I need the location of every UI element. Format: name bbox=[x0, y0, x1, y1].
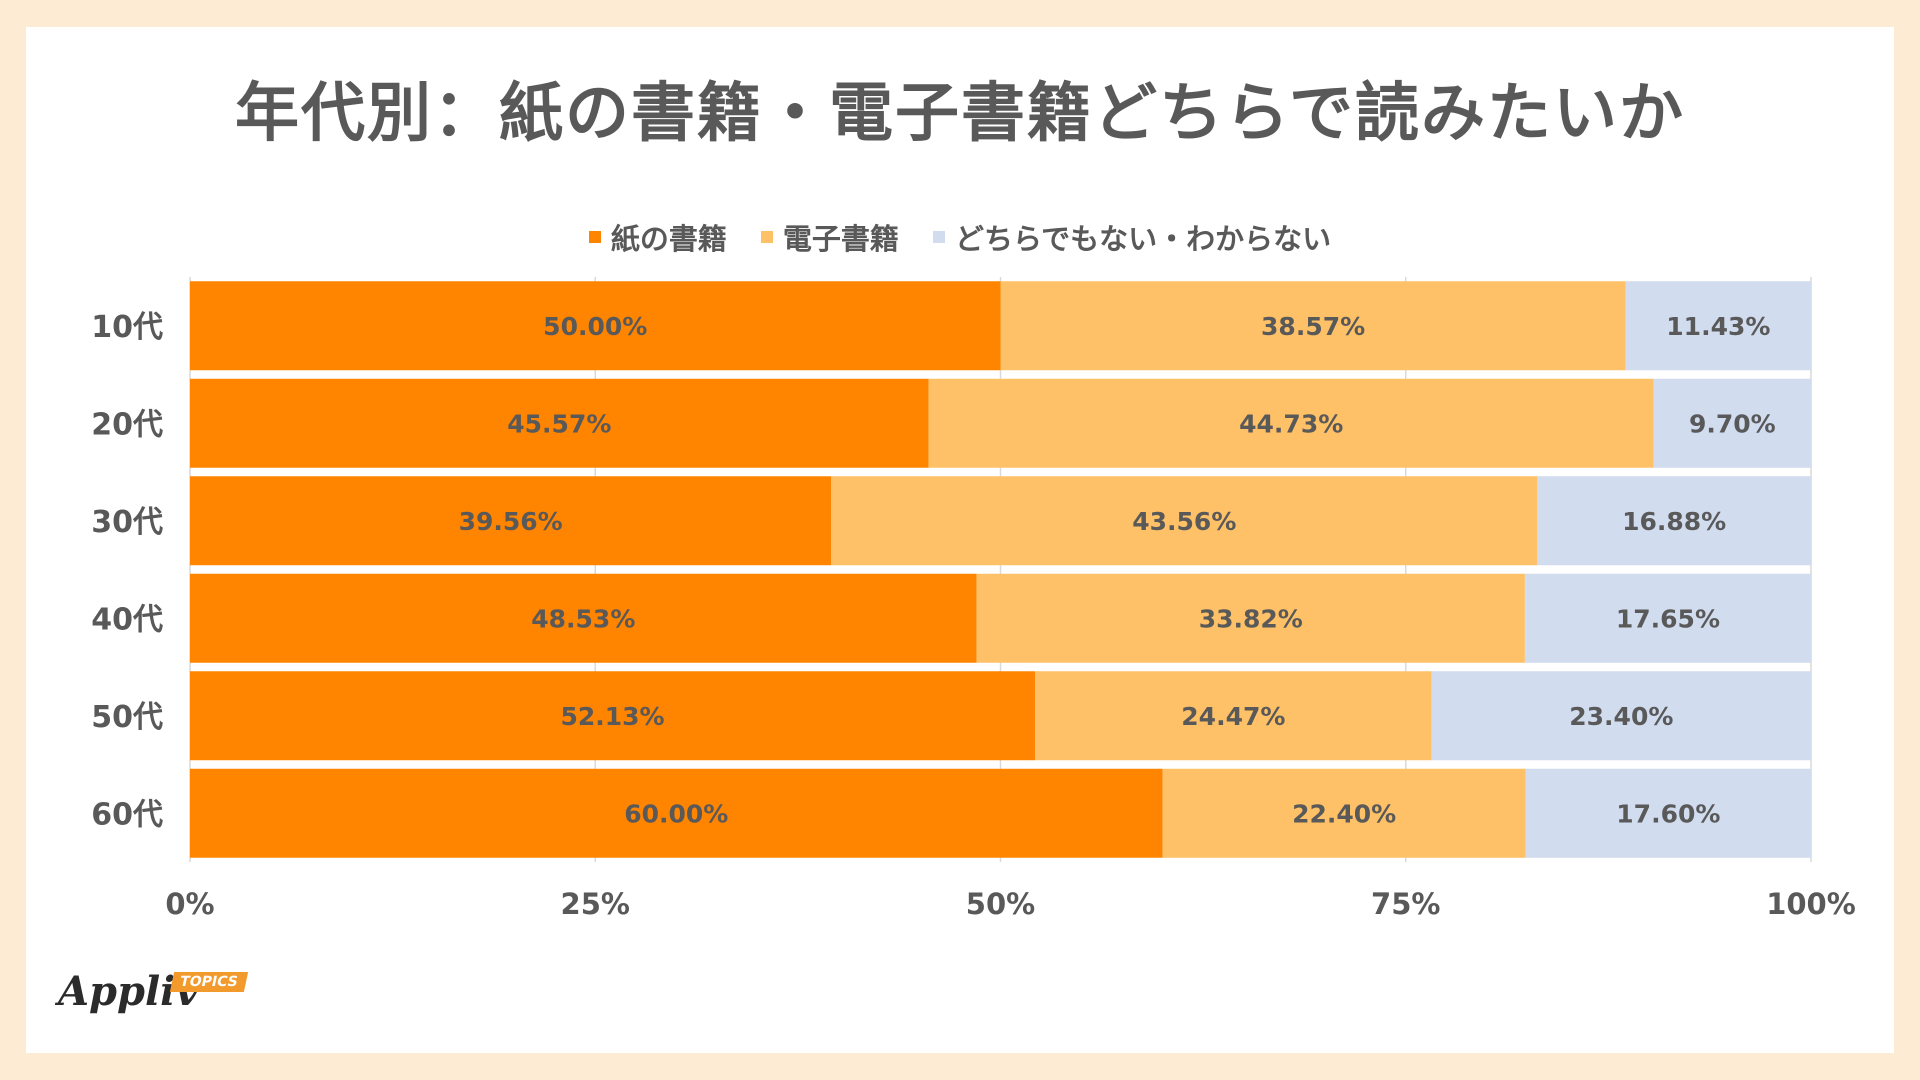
data-label-40代-series-1: 33.82% bbox=[1199, 604, 1303, 633]
data-label-50代-series-1: 24.47% bbox=[1181, 702, 1285, 731]
bar-10代-series-1 bbox=[1000, 281, 1626, 371]
legend-swatch-paper bbox=[588, 231, 601, 243]
chart-title: 年代別：紙の書籍・電子書籍どちらで読みたいか bbox=[234, 77, 1686, 151]
bar-10代-series-0 bbox=[190, 281, 1001, 371]
data-label-40代-series-0: 48.53% bbox=[531, 604, 635, 633]
category-label-3: 40代 bbox=[91, 602, 163, 637]
category-label-2: 30代 bbox=[91, 505, 163, 540]
legend: 紙の書籍 電子書籍 どちらでもない・わからない bbox=[0, 216, 1920, 258]
bar-30代-series-2 bbox=[1537, 476, 1811, 566]
legend-item-paper: 紙の書籍 bbox=[588, 216, 727, 258]
category-label-5: 60代 bbox=[91, 797, 163, 832]
data-label-50代-series-0: 52.13% bbox=[560, 702, 664, 731]
data-label-60代-series-0: 60.00% bbox=[624, 799, 728, 828]
bar-50代-series-0 bbox=[190, 671, 1036, 761]
data-label-30代-series-2: 16.88% bbox=[1622, 507, 1726, 536]
data-label-10代-series-1: 38.57% bbox=[1261, 312, 1365, 341]
legend-swatch-ebook bbox=[760, 231, 773, 243]
topics-badge: TOPICS bbox=[169, 972, 248, 992]
legend-label-neither: どちらでもない・わからない bbox=[954, 222, 1332, 256]
bar-40代-series-1 bbox=[976, 573, 1525, 663]
category-label-4: 50代 bbox=[91, 700, 163, 735]
data-label-20代-series-2: 9.70% bbox=[1689, 409, 1776, 438]
bar-60代-series-1 bbox=[1162, 768, 1526, 858]
legend-label-ebook: 電子書籍 bbox=[782, 222, 899, 256]
data-label-40代-series-2: 17.65% bbox=[1616, 604, 1720, 633]
data-label-30代-series-0: 39.56% bbox=[459, 507, 563, 536]
bar-50代-series-2 bbox=[1431, 671, 1811, 761]
bar-40代-series-2 bbox=[1524, 573, 1811, 663]
x-tick-label-2: 50% bbox=[966, 887, 1035, 921]
x-tick-label-1: 25% bbox=[561, 887, 630, 921]
data-label-20代-series-0: 45.57% bbox=[507, 409, 611, 438]
bar-60代-series-0 bbox=[190, 768, 1163, 858]
bar-10代-series-2 bbox=[1625, 281, 1811, 371]
data-label-30代-series-1: 43.56% bbox=[1132, 507, 1236, 536]
bar-40代-series-0 bbox=[190, 573, 977, 663]
bar-30代-series-1 bbox=[831, 476, 1538, 566]
data-label-60代-series-1: 22.40% bbox=[1292, 799, 1396, 828]
legend-label-paper: 紙の書籍 bbox=[610, 222, 727, 256]
bar-30代-series-0 bbox=[190, 476, 832, 566]
bar-20代-series-1 bbox=[928, 378, 1654, 468]
data-label-20代-series-1: 44.73% bbox=[1239, 409, 1343, 438]
bar-50代-series-1 bbox=[1035, 671, 1432, 761]
bar-20代-series-0 bbox=[190, 378, 929, 468]
data-label-50代-series-2: 23.40% bbox=[1569, 702, 1673, 731]
legend-swatch-neither bbox=[932, 231, 945, 243]
data-label-60代-series-2: 17.60% bbox=[1616, 799, 1720, 828]
bar-20代-series-2 bbox=[1653, 378, 1811, 468]
bar-60代-series-2 bbox=[1525, 768, 1811, 858]
data-label-10代-series-0: 50.00% bbox=[543, 312, 647, 341]
legend-item-ebook: 電子書籍 bbox=[760, 216, 899, 258]
data-label-10代-series-2: 11.43% bbox=[1666, 312, 1770, 341]
x-tick-label-3: 75% bbox=[1371, 887, 1440, 921]
category-label-0: 10代 bbox=[91, 310, 163, 345]
legend-item-neither: どちらでもない・わからない bbox=[932, 216, 1332, 258]
x-tick-label-4: 100% bbox=[1766, 887, 1856, 921]
category-label-1: 20代 bbox=[91, 407, 163, 442]
x-tick-label-0: 0% bbox=[165, 887, 214, 921]
